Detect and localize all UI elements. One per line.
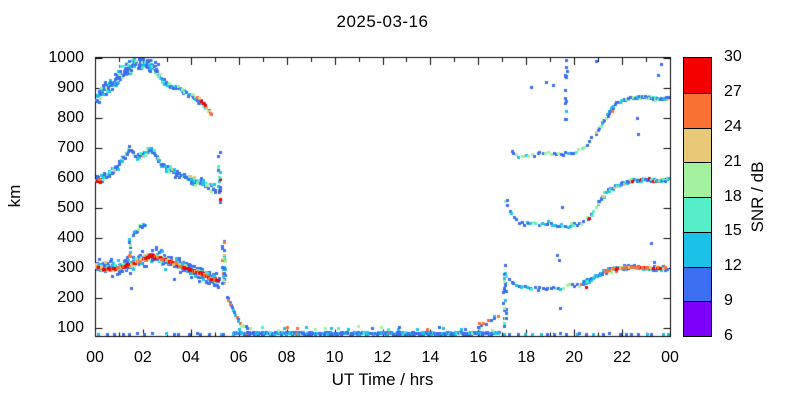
y-tick-label: 800 [57, 108, 84, 126]
x-tick-label: 02 [134, 349, 152, 366]
x-tick-label: 08 [277, 349, 296, 366]
y-tick-label: 200 [57, 288, 84, 306]
colorbar-tick-label: 12 [724, 257, 742, 275]
x-tick-label: 16 [469, 349, 488, 366]
y-tick-label: 400 [57, 228, 84, 246]
colorbar-tick-label: 9 [724, 292, 733, 310]
x-tick-label: 04 [181, 349, 200, 366]
y-tick-label: 900 [57, 78, 84, 96]
colorbar-tick-label: 21 [724, 152, 742, 170]
x-axis-label: UT Time / hrs [331, 370, 434, 389]
x-tick-label: 12 [373, 349, 392, 366]
colorbar [683, 57, 712, 337]
colorbar-segment [684, 231, 711, 267]
colorbar-tick-label: 18 [724, 187, 742, 205]
colorbar-segment [684, 162, 711, 197]
colorbar-tick-label: 15 [724, 222, 742, 240]
colorbar-segment [684, 92, 711, 128]
y-tick-label: 500 [57, 198, 84, 216]
colorbar-tick-label: 24 [724, 117, 742, 135]
y-tick-label: 1000 [48, 48, 84, 66]
x-tick-label: 06 [229, 349, 248, 366]
chart-title: 2025-03-16 [336, 12, 429, 31]
colorbar-segment [684, 301, 711, 336]
x-tick-label: 00 [86, 349, 104, 366]
colorbar-segment [684, 266, 711, 302]
y-tick-label: 300 [57, 258, 84, 276]
x-tick-label: 20 [565, 349, 584, 366]
colorbar-tick-label: 6 [724, 327, 733, 344]
colorbar-tick-label: 27 [724, 82, 742, 100]
y-tick-label: 100 [57, 318, 84, 336]
x-tick-label: 14 [421, 349, 440, 366]
x-tick-label: 22 [613, 349, 631, 366]
y-tick-label: 600 [57, 168, 84, 186]
y-axis-label: km [5, 184, 24, 208]
x-tick-label: 10 [325, 349, 344, 366]
colorbar-segment [684, 197, 711, 232]
y-tick-label: 700 [57, 138, 84, 156]
x-tick-label: 18 [517, 349, 536, 366]
colorbar-segment [684, 127, 711, 163]
colorbar-tick-label: 30 [724, 48, 742, 65]
colorbar-segment [684, 58, 711, 93]
x-tick-label: 00 [661, 349, 679, 366]
